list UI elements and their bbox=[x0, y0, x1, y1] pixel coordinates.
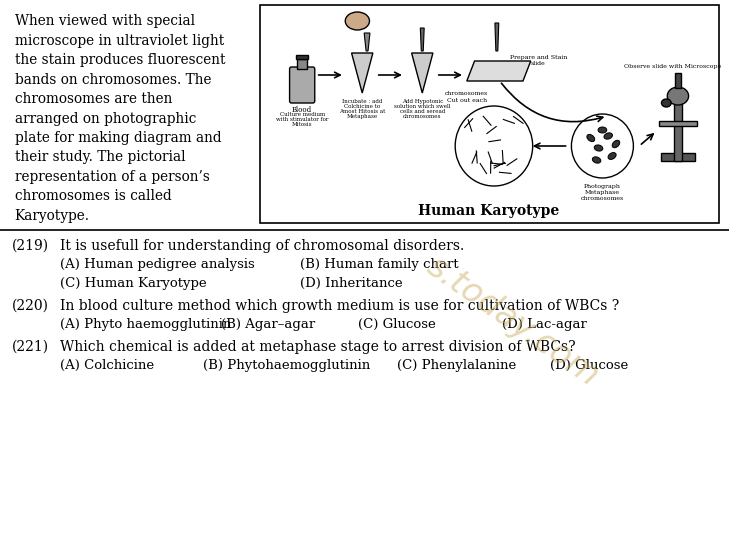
Text: solution which swell: solution which swell bbox=[394, 104, 450, 109]
Text: (D) Glucose: (D) Glucose bbox=[550, 359, 628, 372]
Ellipse shape bbox=[661, 99, 671, 107]
Ellipse shape bbox=[667, 87, 688, 105]
Text: (B) Human family chart: (B) Human family chart bbox=[300, 258, 459, 271]
Text: (221): (221) bbox=[11, 340, 49, 354]
Text: (220): (220) bbox=[11, 299, 49, 313]
Text: representation of a person’s: representation of a person’s bbox=[14, 170, 209, 184]
Bar bbox=[260, 5, 718, 223]
Polygon shape bbox=[420, 28, 424, 51]
Text: Blood: Blood bbox=[292, 106, 312, 114]
Ellipse shape bbox=[587, 134, 595, 142]
Circle shape bbox=[456, 106, 532, 186]
Bar bbox=[675, 73, 681, 88]
Text: microscope in ultraviolet light: microscope in ultraviolet light bbox=[14, 34, 224, 48]
Ellipse shape bbox=[604, 133, 612, 139]
Circle shape bbox=[572, 114, 633, 178]
Text: Human Karyotype: Human Karyotype bbox=[419, 204, 559, 218]
Text: (D) Inheritance: (D) Inheritance bbox=[300, 277, 403, 290]
Ellipse shape bbox=[346, 12, 370, 30]
Text: (B) Phytohaemogglutinin: (B) Phytohaemogglutinin bbox=[203, 359, 370, 372]
Text: (C) Phenylalanine: (C) Phenylalanine bbox=[397, 359, 517, 372]
Text: bands on chromosomes. The: bands on chromosomes. The bbox=[14, 72, 211, 87]
Bar bbox=[659, 121, 697, 126]
Ellipse shape bbox=[594, 145, 603, 151]
Text: arranged on photographic: arranged on photographic bbox=[14, 111, 196, 126]
Text: Culture medium: Culture medium bbox=[279, 112, 325, 117]
Text: chromosomes: chromosomes bbox=[403, 114, 441, 119]
Text: the stain produces fluorescent: the stain produces fluorescent bbox=[14, 53, 225, 67]
Text: (219): (219) bbox=[11, 239, 49, 253]
Text: Amost Hitosis at: Amost Hitosis at bbox=[339, 109, 386, 114]
Text: In blood culture method which growth medium is use for cultivation of WBCs ?: In blood culture method which growth med… bbox=[60, 299, 619, 313]
Ellipse shape bbox=[598, 127, 607, 133]
Bar bbox=[660, 153, 695, 161]
Ellipse shape bbox=[608, 153, 616, 160]
Text: Colchicine to: Colchicine to bbox=[344, 104, 380, 109]
Text: Incubate : add: Incubate : add bbox=[342, 99, 383, 104]
Polygon shape bbox=[467, 61, 531, 81]
Text: with stimulator for: with stimulator for bbox=[276, 117, 328, 122]
Text: When viewed with special: When viewed with special bbox=[14, 14, 195, 28]
Ellipse shape bbox=[612, 140, 620, 148]
Text: Metaphase: Metaphase bbox=[585, 190, 620, 195]
Polygon shape bbox=[412, 53, 433, 93]
Text: (A) Human pedigree analysis: (A) Human pedigree analysis bbox=[60, 258, 255, 271]
Text: Mitosis: Mitosis bbox=[292, 122, 312, 127]
Text: Prepare and Stain: Prepare and Stain bbox=[510, 55, 567, 60]
Text: (C) Glucose: (C) Glucose bbox=[358, 318, 436, 331]
Ellipse shape bbox=[593, 157, 601, 163]
Text: Photograph: Photograph bbox=[584, 184, 620, 189]
Text: Cut out each: Cut out each bbox=[447, 98, 487, 103]
Text: Which chemical is added at metaphase stage to arrest division of WBCs?: Which chemical is added at metaphase sta… bbox=[60, 340, 576, 354]
Text: Add Hypotonic: Add Hypotonic bbox=[401, 99, 443, 104]
Text: Observe slide with Microscope: Observe slide with Microscope bbox=[624, 64, 721, 69]
Text: plate for making diagram and: plate for making diagram and bbox=[14, 131, 221, 145]
Text: slide: slide bbox=[531, 61, 546, 66]
Bar bbox=[674, 101, 681, 161]
Text: s.today.com: s.today.com bbox=[421, 249, 605, 392]
Text: (B) Agar–agar: (B) Agar–agar bbox=[221, 318, 315, 331]
Text: chromosomes is called: chromosomes is called bbox=[14, 189, 171, 203]
Bar bbox=[297, 55, 308, 59]
Text: (C) Human Karyotype: (C) Human Karyotype bbox=[60, 277, 206, 290]
Text: (A) Colchicine: (A) Colchicine bbox=[60, 359, 154, 372]
Text: chromosomes: chromosomes bbox=[581, 196, 624, 201]
Bar bbox=[297, 59, 307, 69]
Text: chromosomes are then: chromosomes are then bbox=[14, 92, 172, 106]
Text: Metaphase: Metaphase bbox=[346, 114, 378, 119]
Text: their study. The pictorial: their study. The pictorial bbox=[14, 150, 185, 164]
Text: (A) Phyto haemogglutinin: (A) Phyto haemogglutinin bbox=[60, 318, 231, 331]
Text: (D) Lac-agar: (D) Lac-agar bbox=[501, 318, 587, 331]
Text: cells and seread: cells and seread bbox=[400, 109, 445, 114]
Polygon shape bbox=[352, 53, 373, 93]
Polygon shape bbox=[364, 33, 370, 51]
Text: chromosomes: chromosomes bbox=[445, 91, 489, 96]
FancyBboxPatch shape bbox=[290, 67, 315, 103]
Text: It is usefull for understanding of chromosomal disorders.: It is usefull for understanding of chrom… bbox=[60, 239, 465, 253]
Text: Karyotype.: Karyotype. bbox=[14, 209, 90, 223]
Polygon shape bbox=[495, 23, 498, 51]
